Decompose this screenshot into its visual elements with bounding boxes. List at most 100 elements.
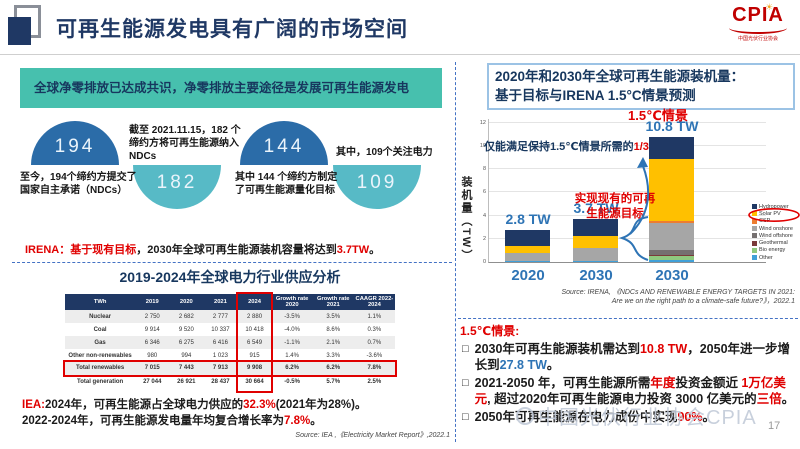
table-row: Other non-renewables 980 994 1 023 915 1.4% 3.… [65,349,395,362]
legend-swatch [752,226,757,232]
cpia-logo: CPIA ☀ 中国光伏行业协会 [722,2,794,52]
bullets-heading: 1.5℃情景: [460,324,520,338]
bar-segment-wind-onshore [649,222,694,251]
sun-icon: ☀ [765,2,774,12]
y-tick-label: 12 [479,119,486,126]
iea-line-1: IEA:2024年，可再生能源占全球电力供应的32.3%(2021年为28%)。 [22,398,447,414]
table-cell: 6 346 [135,336,170,349]
legend-swatch [752,255,757,261]
table-row: Total generation 27 044 26 921 28 437 30 664… [65,374,395,388]
table-cell: 2 880 [237,310,272,323]
text-segment: 27.8 TW [499,358,547,372]
page-number: 17 [768,420,781,432]
text-segment: ，2030年全球可再生能源装机容量将达到 [136,244,337,256]
col-header: 2019 [135,294,170,310]
text-line: 生能源目标 [586,207,644,220]
table-cell: 9 520 [178,326,194,333]
stacked-bar-2030-1 [573,219,618,262]
table-cell: 6 275 [169,336,204,349]
irena-source: Source: IRENA, 《NDCs AND RENEWABLE ENERG… [455,288,795,307]
gridline [489,214,766,216]
text-segment: 1万亿美元 [474,376,786,406]
y-tick-label: 10 [479,143,486,149]
bar-segment-bio-energy [649,256,694,261]
table-cell: 1 023 [212,352,228,359]
table-cell: 9 914 [144,326,160,333]
table-row: Coal 9 914 9 520 10 337 10 418 -4.0% 8.6% 0.3% [65,323,395,336]
text-segment: 7.8% [284,414,311,427]
iea-line-2: 2022-2024年，可再生能源发电量年均复合增长率为7.8%。 [22,414,447,430]
highlight-box-renewables-row [63,360,397,377]
text-line: 2020年和2030年全球可再生能源装机量： [495,69,745,84]
gridline [489,145,766,146]
supply-table-body: Nuclear 2 750 2 682 2 777 2 880 -3.5% 3.5% 1.1%… [65,310,395,388]
legend-item-wind-offshore: Wind offshore [752,232,793,239]
y-tick-label: 0 [482,259,486,265]
text-segment: 2024年，可再生能源占全球电力供应的 [45,399,244,411]
header-divider [0,54,800,55]
table-cell: 2 750 [135,310,170,323]
table-cell: 9 908 [237,362,272,375]
table-cell: 2.1% [312,336,354,349]
annotation-one-third: 仅能满足保持1.5℃情景所需的1/3 [484,138,649,154]
col-header: CAAGR 2022-2024 [353,294,395,310]
caption-182: 截至 2021.11.15，182 个缔约方将可再生能源纳入NDCs [129,125,241,162]
legend-label: Wind offshore [759,232,793,239]
text-segment: 仅能满足保持1.5℃情景所需的 [484,141,634,153]
cpia-logo-text: CPIA [732,4,784,26]
table-header-row: TWh 2019 2020 2021 2024 Growth rate 2020 Growt… [65,294,395,310]
text-segment: 。 [702,410,716,424]
col-header: 2024 [237,294,272,310]
table-cell: 915 [249,352,260,359]
table-cell: 8.6% [326,326,341,333]
bar-segment-wind-offshore [649,250,694,256]
page-title: 可再生能源发电具有广阔的市场空间 [56,18,408,41]
legend-label: Wind onshore [759,225,793,232]
bar-segment-other [573,261,618,262]
y-tick-label: 8 [482,166,486,173]
text-segment: IRENA： [25,244,71,256]
legend-label: CSP [759,218,771,225]
legend-swatch [752,218,757,224]
col-header: TWh [65,294,136,310]
text-segment: 32.3% [243,399,276,411]
left-dashed-divider [12,262,452,263]
legend-item-hydropower: Hydropower [752,203,793,210]
annotation-current-targets: 实现现有的可再 生能源目标 [557,192,673,222]
legend-label: Other [759,254,773,261]
text-segment: 10.8 TW [639,342,688,356]
bar-segment-geothermal [649,255,694,257]
table-cell: 0.7% [353,336,395,349]
row-label: Gas [65,336,136,349]
table-row: Nuclear 2 750 2 682 2 777 2 880 -3.5% 3.5% 1.1% [65,310,395,323]
circle-182: 182 [133,165,221,209]
text-segment: ，2050年进一步增长到 [474,342,791,372]
table-row: Total renewables 7 015 7 443 7 913 9 908 6.2%… [65,362,395,375]
row-label: Coal [93,326,107,333]
table-cell: 3.5% [312,310,354,323]
table-cell: 10 418 [245,326,264,333]
cpia-logo-subtext: 中国光伏行业协会 [737,36,778,42]
right-dashed-divider [458,318,798,319]
col-header: 2021 [203,294,238,310]
row-label: Nuclear [65,310,136,323]
text-line: Are we on the right path to a climate-sa… [611,298,795,306]
bar-segment-solar-pv [649,158,694,222]
irena-statement: IRENA：基于现有目标，2030年全球可再生能源装机容量将达到3.7TW。 [25,241,450,257]
scenario-label: 1.5℃情景 [628,108,688,123]
stacked-bar-2020-0 [505,229,550,262]
text-segment: 。 [310,414,322,427]
text-segment: 。 [369,244,381,256]
x-axis-label: 2020 [511,267,545,284]
bullet-square-icon: □ [462,411,469,423]
table-cell: 3.3% [326,352,341,359]
table-cell: 6.2% [271,362,313,375]
col-header: 2020 [169,294,204,310]
col-header: Growth rate 2021 [312,294,354,310]
legend-swatch [752,233,757,239]
y-tick-label: 2 [482,235,486,242]
y-tick-label: 6 [482,189,486,196]
bullet-item-1: □ 2030年可再生能源装机需达到10.8 TW，2050年进一步增长到27.8… [460,341,798,373]
chart-title-box: 2020年和2030年全球可再生能源装机量： 基于目标与IRENA 1.5°C情景… [487,63,795,110]
title-decor-filled-square [8,17,31,45]
